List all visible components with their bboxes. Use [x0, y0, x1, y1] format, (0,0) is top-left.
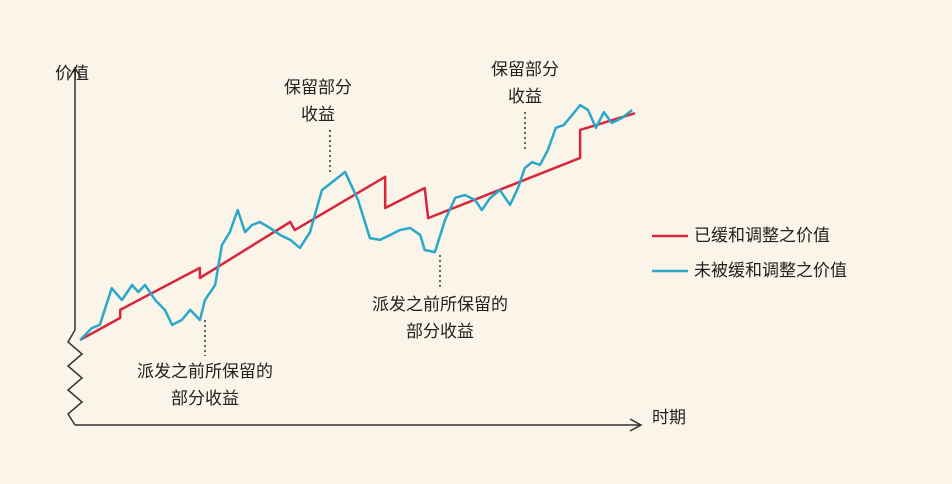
annotation: 部分收益	[171, 389, 239, 409]
x-axis-label: 时期	[652, 408, 686, 428]
x-arrow	[629, 418, 643, 432]
y-axis-label: 价值	[55, 64, 89, 84]
axes	[66, 66, 643, 432]
annotation: 保留部分	[284, 78, 352, 98]
annotation: 派发之前所保留的	[372, 295, 508, 315]
axis-break	[66, 329, 84, 426]
series-line	[79, 103, 633, 341]
annotation: 部分收益	[406, 322, 474, 342]
annotation: 收益	[301, 105, 335, 125]
legend-label: 已缓和调整之价值	[694, 226, 830, 246]
annotation: 派发之前所保留的	[137, 362, 273, 382]
legend-label: 未被缓和调整之价值	[694, 261, 847, 281]
annotation: 保留部分	[491, 60, 559, 80]
series-line	[79, 111, 636, 342]
annotation: 收益	[508, 87, 542, 107]
y-arrow	[68, 66, 82, 79]
